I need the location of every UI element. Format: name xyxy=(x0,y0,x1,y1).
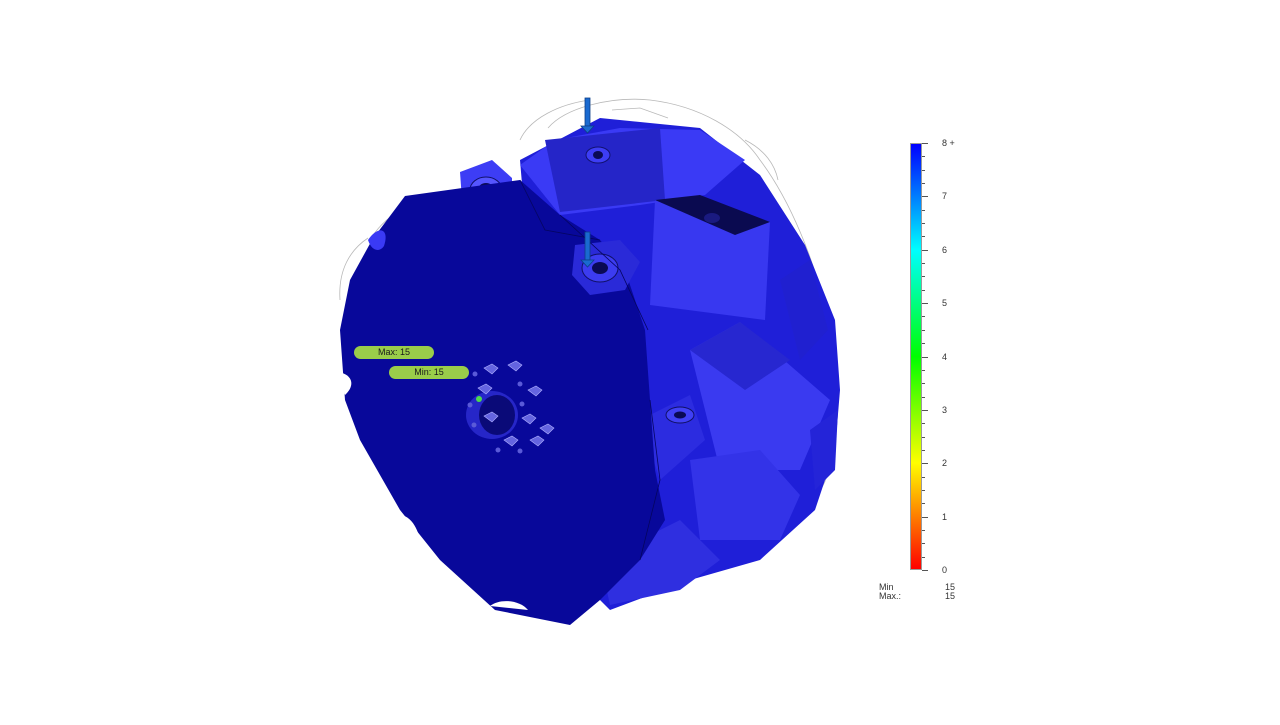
roller-lower-right xyxy=(690,450,800,540)
legend-tick-label: 0 xyxy=(942,565,948,575)
legend-minor-tick xyxy=(922,503,925,504)
legend-minor-tick xyxy=(922,290,925,291)
legend-minor-tick xyxy=(922,183,925,184)
legend-tick-mark xyxy=(922,250,928,251)
legend-minor-tick xyxy=(922,423,925,424)
legend-minor-tick xyxy=(922,557,925,558)
load-arrow-top xyxy=(584,97,591,127)
legend-minor-tick xyxy=(922,543,925,544)
legend-minor-tick xyxy=(922,210,925,211)
load-arrows xyxy=(580,97,595,268)
legend-min-label: Min xyxy=(879,582,894,592)
legend-minor-tick xyxy=(922,383,925,384)
legend-tick-label: 8 + xyxy=(942,138,955,148)
legend-min-value: 15 xyxy=(944,582,955,592)
legend-tick-label: 6 xyxy=(942,245,948,255)
legend-tick-label: 3 xyxy=(942,405,948,415)
legend-minor-tick xyxy=(922,223,925,224)
legend-max-value: 15 xyxy=(944,591,955,601)
legend-minor-tick xyxy=(922,156,925,157)
color-legend-bar xyxy=(910,143,922,570)
legend-tick-label: 7 xyxy=(942,191,948,201)
disc-notch-top xyxy=(368,230,386,250)
legend-minor-tick xyxy=(922,170,925,171)
legend-minor-tick xyxy=(922,330,925,331)
legend-minor-tick xyxy=(922,263,925,264)
bolt-dots xyxy=(467,371,525,454)
legend-minor-tick xyxy=(922,530,925,531)
probe-point xyxy=(476,396,482,402)
legend-tick-label: 2 xyxy=(942,458,948,468)
legend-tick-label: 1 xyxy=(942,512,948,522)
legend-tick-label: 4 xyxy=(942,352,948,362)
legend-minor-tick xyxy=(922,397,925,398)
legend-tick-mark xyxy=(922,303,928,304)
legend-tick-mark xyxy=(922,196,928,197)
legend-minor-tick xyxy=(922,276,925,277)
legend-minor-tick xyxy=(922,490,925,491)
bolt-pattern xyxy=(477,360,555,447)
rollers xyxy=(545,128,838,605)
legend-tick-mark xyxy=(922,143,928,144)
roller-top xyxy=(545,128,665,212)
legend-minor-tick xyxy=(922,437,925,438)
legend-tick-mark xyxy=(922,463,928,464)
legend-minor-tick xyxy=(922,343,925,344)
legend-tick-mark xyxy=(922,410,928,411)
roller-bottom xyxy=(600,520,720,605)
min-probe-tag[interactable]: Min: 15 xyxy=(389,366,469,379)
roller-right-low xyxy=(810,410,838,490)
legend-tick-mark xyxy=(922,517,928,518)
legend-max-label: Max.: xyxy=(879,591,902,601)
legend-minor-tick xyxy=(922,477,925,478)
load-arrow-mid xyxy=(584,231,591,261)
legend-minor-tick xyxy=(922,370,925,371)
legend-minor-tick xyxy=(922,450,925,451)
legend-tick-mark xyxy=(922,570,928,571)
legend-tick-label: 5 xyxy=(942,298,948,308)
legend-tick-mark xyxy=(922,357,928,358)
legend-minor-tick xyxy=(922,236,925,237)
legend-minor-tick xyxy=(922,316,925,317)
roller-right-edge xyxy=(780,260,828,360)
max-probe-tag[interactable]: Max: 15 xyxy=(354,346,434,359)
